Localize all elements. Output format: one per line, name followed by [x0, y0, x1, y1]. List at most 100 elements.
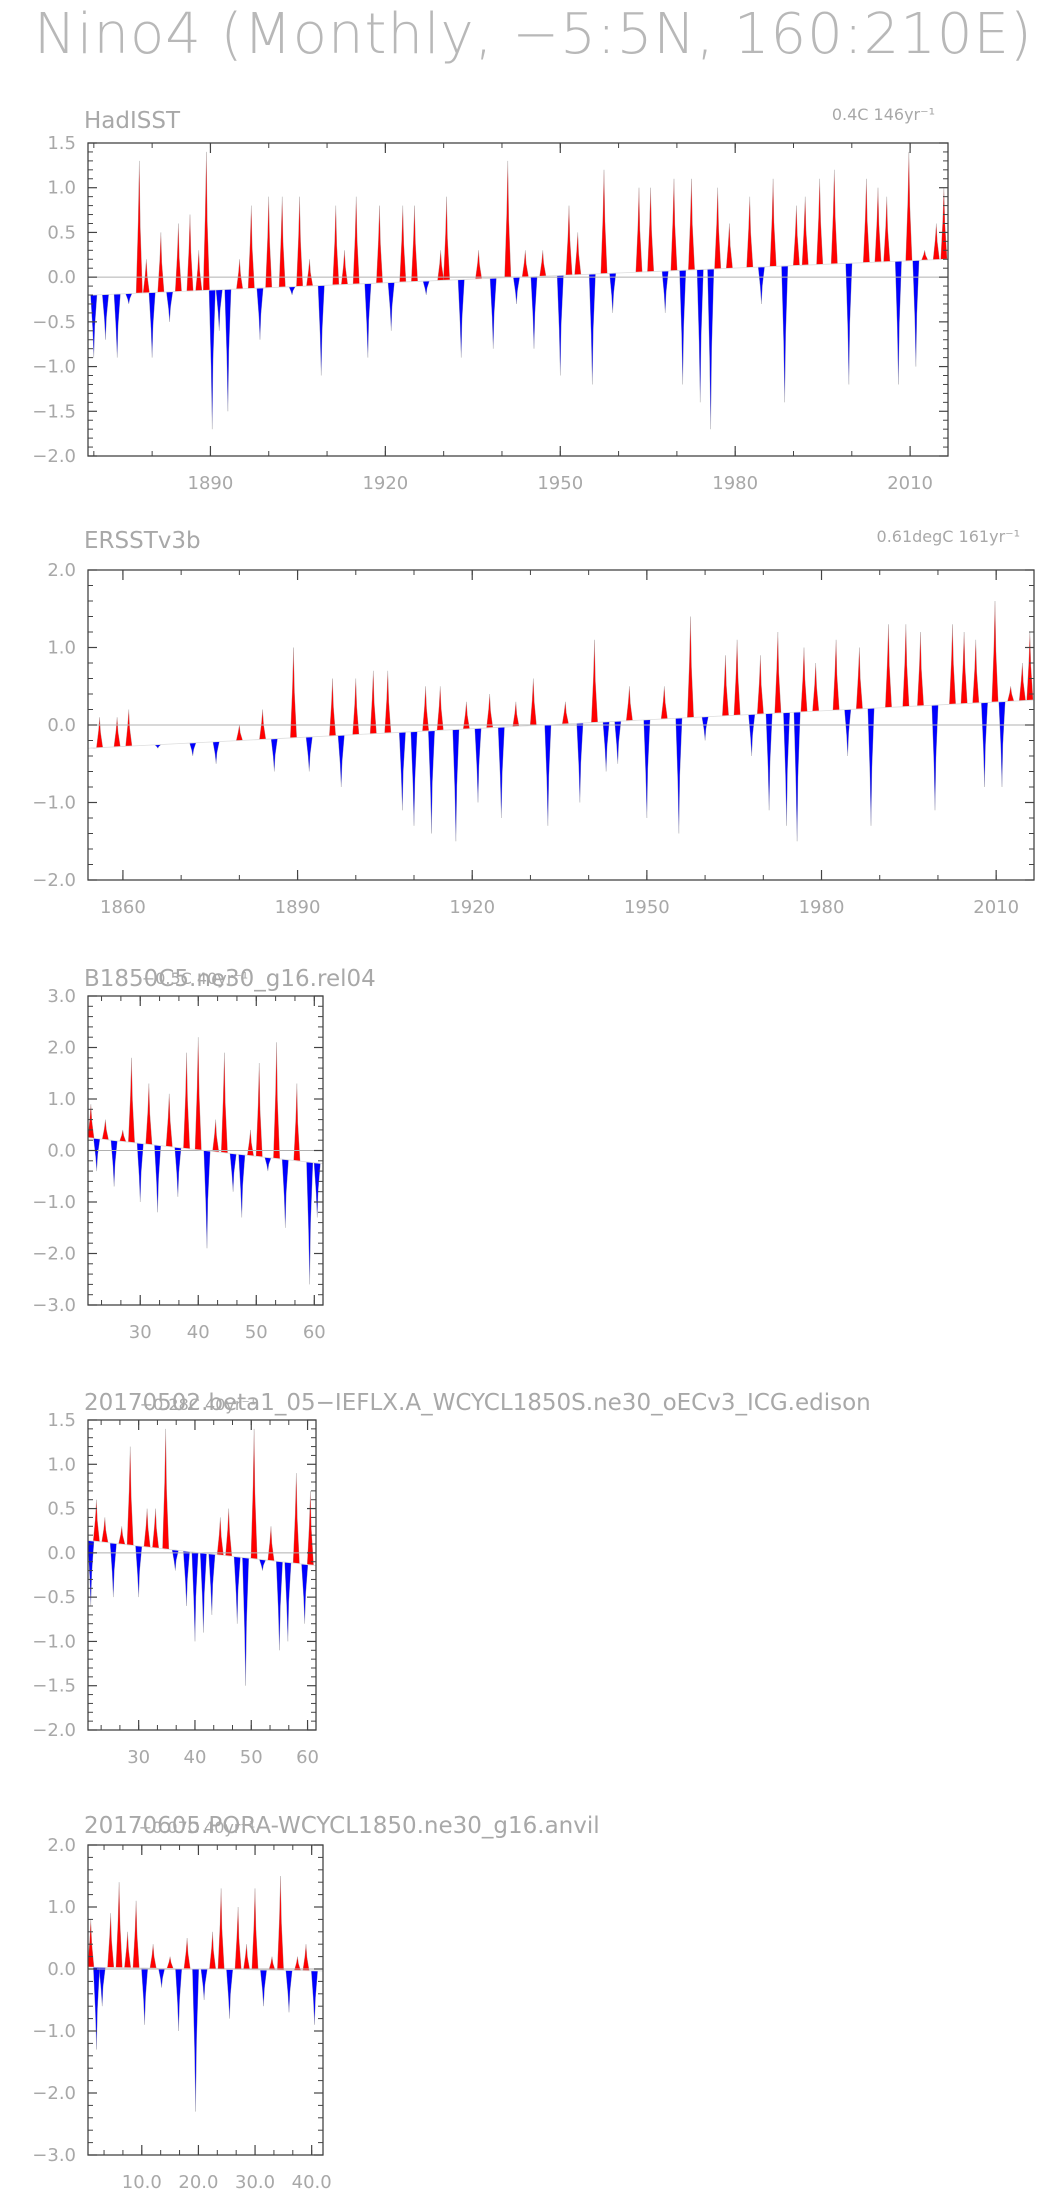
anomaly-spike	[883, 196, 891, 262]
y-tick-label: 0.0	[47, 715, 76, 736]
anomaly-spike	[902, 624, 910, 707]
anomaly-spike	[765, 713, 773, 811]
anomaly-spike	[707, 268, 715, 430]
anomaly-spike	[769, 178, 777, 267]
trend-label: −0.28C 40yr⁻¹	[140, 1395, 257, 1414]
anomaly-spike	[273, 1042, 280, 1160]
anomaly-spike	[647, 187, 654, 272]
anomaly-spike	[521, 250, 529, 278]
anomaly-spike	[305, 736, 313, 772]
x-tick-label: 1920	[362, 473, 408, 494]
anomaly-spike	[422, 686, 429, 732]
x-tick-label: 50	[240, 1747, 263, 1768]
anomaly-spike	[1026, 631, 1034, 701]
trend-line	[87, 1137, 324, 1165]
anomaly-spike	[93, 1499, 100, 1542]
y-tick-label: 2.0	[47, 560, 76, 581]
anomaly-spike	[149, 1944, 157, 1969]
anomaly-spike	[670, 178, 678, 271]
anomaly-spike	[200, 1968, 208, 2001]
trend-label: 0.61degC 161yr⁻¹	[877, 527, 1020, 546]
anomaly-spike	[800, 647, 808, 713]
chart-panel-2: −2.0 −1.0 0.0 1.0 2.0 1860 1890 1920 1950 1980 201…	[32, 527, 1035, 918]
anomaly-spike	[329, 678, 336, 737]
anomaly-spike	[369, 670, 377, 735]
y-tick-label: −2.0	[32, 2083, 76, 2104]
anomaly-spike	[539, 250, 547, 277]
anomaly-spike	[614, 720, 622, 764]
y-tick-label: −2.0	[32, 870, 76, 891]
anomaly-spike	[544, 724, 552, 826]
trend-line	[87, 699, 1035, 749]
y-tick-label: −0.5	[32, 1587, 76, 1608]
anomaly-spike	[757, 655, 764, 715]
anomaly-spike	[293, 1083, 301, 1162]
anomaly-spike	[236, 724, 243, 741]
anomaly-spike	[895, 260, 902, 385]
panel-title: 20170502.beta1_05−IEFLX.A_WCYCL1850S.ne3…	[84, 1390, 871, 1416]
plot-frame	[87, 1419, 317, 1731]
anomaly-spike	[949, 624, 956, 705]
anomaly-spike	[793, 711, 801, 842]
anomaly-spike	[816, 178, 824, 265]
anomaly-spike	[422, 280, 430, 296]
y-tick-label: 2.0	[47, 1835, 76, 1856]
x-tick-label: 1950	[537, 473, 583, 494]
anomaly-spike	[733, 639, 741, 716]
anomaly-spike	[932, 223, 940, 260]
y-tick-label: 0.0	[47, 267, 76, 288]
anomaly-spike	[341, 250, 348, 285]
anomaly-spike	[874, 187, 882, 263]
anomaly-spike	[136, 1142, 144, 1203]
anomaly-spike	[276, 1561, 283, 1651]
anomaly-spike	[296, 196, 303, 287]
anomaly-spike	[643, 719, 651, 819]
anomaly-spike	[125, 293, 133, 305]
anomaly-spike	[960, 631, 968, 704]
y-tick-label: −0.5	[32, 312, 76, 333]
anomaly-spike	[376, 205, 383, 284]
y-tick-label: 1.0	[47, 178, 76, 199]
anomaly-spike	[591, 639, 598, 723]
anomaly-spike	[311, 1970, 318, 2025]
anomaly-spike	[102, 1119, 109, 1141]
y-tick-label: −1.0	[32, 793, 76, 814]
anomaly-spike	[209, 1931, 216, 1970]
anomaly-spike	[972, 639, 980, 704]
trend-line	[87, 258, 949, 296]
anomaly-spike	[714, 187, 722, 270]
anomaly-spike	[191, 1551, 199, 1642]
anomaly-spike	[208, 289, 216, 430]
y-tick-label: −3.0	[32, 1295, 76, 1316]
anomaly-spike	[224, 289, 232, 412]
anomaly-spike	[152, 1508, 159, 1549]
y-tick-label: 0.0	[47, 1543, 76, 1564]
anomaly-spike	[726, 223, 733, 269]
anomaly-spike	[175, 1968, 182, 2032]
anomaly-spike	[259, 1559, 266, 1571]
chart-panel-1: −2.0 −1.5 −1.0 −0.5 0.0 0.5 1.0 1.5 1890 1920 1950…	[32, 105, 949, 494]
anomaly-spike	[399, 731, 406, 811]
anomaly-spike	[226, 1969, 233, 2019]
anomaly-spike	[921, 250, 929, 261]
anomaly-spike	[98, 1967, 106, 2007]
anomaly-spike	[212, 741, 220, 764]
anomaly-spike	[529, 678, 537, 726]
y-tick-label: −1.0	[32, 1631, 76, 1652]
plot-frame	[87, 1844, 324, 2156]
anomaly-spike	[189, 742, 197, 757]
anomaly-spike	[497, 726, 505, 819]
chart-panel-3: −3.0 −2.0 −1.0 0.0 1.0 2.0 3.0 30 40 50 60 B1850C5.…	[32, 966, 375, 1343]
x-tick-label: 40	[184, 1747, 207, 1768]
y-tick-label: 1.0	[47, 638, 76, 659]
anomaly-spike	[758, 266, 765, 305]
anomaly-spike	[238, 1154, 246, 1218]
anomaly-spike	[856, 647, 863, 710]
panel-title: 20170605.PORA-WCYCL1850.ne30_g16.anvil	[84, 1813, 600, 1839]
anomaly-spike	[687, 616, 694, 718]
x-tick-label: 1890	[188, 473, 234, 494]
anomaly-spike	[260, 1969, 267, 2007]
anomaly-spike	[194, 1037, 202, 1151]
anomaly-spike	[183, 1052, 190, 1150]
anomaly-spike	[142, 259, 150, 294]
